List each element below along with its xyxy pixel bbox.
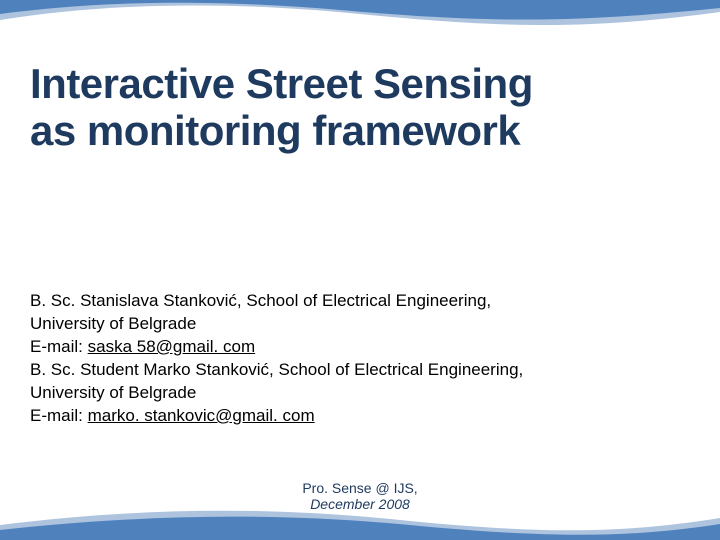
author2-email-prefix: E-mail: bbox=[30, 406, 88, 425]
author1-email: saska 58@gmail. com bbox=[88, 337, 256, 356]
author1-email-prefix: E-mail: bbox=[30, 337, 88, 356]
author2-line1: B. Sc. Student Marko Stanković, School o… bbox=[30, 360, 523, 379]
author2-line2: University of Belgrade bbox=[30, 383, 196, 402]
author2-email: marko. stankovic@gmail. com bbox=[88, 406, 315, 425]
slide-title: Interactive Street Sensing as monitoring… bbox=[30, 60, 690, 154]
authors-block: B. Sc. Stanislava Stanković, School of E… bbox=[30, 290, 680, 428]
top-wave-decoration bbox=[0, 0, 720, 40]
footer-line-2: December 2008 bbox=[0, 496, 720, 512]
author1-line1: B. Sc. Stanislava Stanković, School of E… bbox=[30, 291, 491, 310]
author1-line2: University of Belgrade bbox=[30, 314, 196, 333]
slide-footer: Pro. Sense @ IJS, December 2008 bbox=[0, 480, 720, 512]
footer-line-1: Pro. Sense @ IJS, bbox=[0, 480, 720, 496]
title-line-2: as monitoring framework bbox=[30, 107, 520, 154]
slide: Interactive Street Sensing as monitoring… bbox=[0, 0, 720, 540]
title-line-1: Interactive Street Sensing bbox=[30, 60, 533, 107]
